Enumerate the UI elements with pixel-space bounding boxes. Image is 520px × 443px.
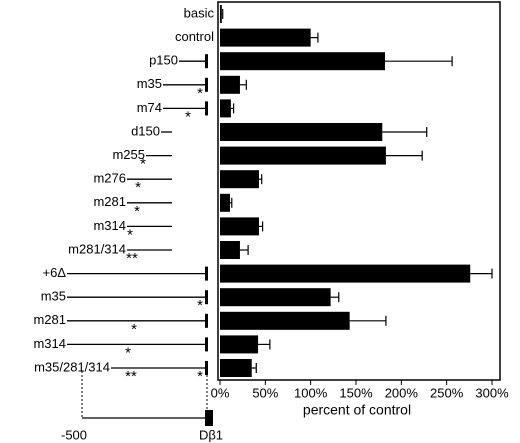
x-tick-label: 50% bbox=[252, 385, 278, 400]
x-tick-label: 200% bbox=[385, 385, 419, 400]
gene-box bbox=[205, 410, 213, 426]
construct-box bbox=[205, 361, 208, 375]
category-label: m255 bbox=[112, 147, 145, 162]
construct-box bbox=[205, 77, 208, 92]
construct-box bbox=[205, 101, 208, 116]
bar bbox=[220, 170, 259, 189]
bar bbox=[220, 75, 240, 94]
category-label: m314 bbox=[33, 336, 66, 351]
mutation-mark: * bbox=[134, 203, 140, 220]
category-label: p150 bbox=[149, 53, 178, 68]
construct-box bbox=[205, 266, 208, 281]
category-label: m35 bbox=[41, 289, 66, 304]
mutation-mark: * bbox=[135, 179, 141, 196]
mutation-mark: * bbox=[131, 321, 137, 338]
x-tick-label: 0% bbox=[211, 385, 230, 400]
category-label: m314 bbox=[93, 218, 126, 233]
bar bbox=[220, 335, 259, 354]
mutation-mark: * bbox=[140, 156, 146, 173]
construct-box bbox=[205, 337, 208, 352]
category-label: m281 bbox=[33, 312, 66, 327]
category-label: m276 bbox=[93, 171, 126, 186]
category-label: m35/281/314 bbox=[34, 359, 110, 374]
plot-frame bbox=[217, 1, 501, 381]
mutation-mark: * bbox=[197, 368, 203, 385]
category-label: d150 bbox=[131, 123, 160, 138]
map-label: -500 bbox=[61, 427, 87, 442]
bar bbox=[220, 264, 471, 283]
category-label: m281 bbox=[93, 194, 126, 209]
x-tick-label: 250% bbox=[430, 385, 464, 400]
map-label: Dβ1 bbox=[199, 427, 223, 442]
category-label: basic bbox=[184, 5, 215, 20]
bar bbox=[220, 359, 252, 377]
mutation-mark: * bbox=[127, 226, 133, 243]
bar bbox=[220, 146, 386, 165]
mutation-mark: * bbox=[197, 297, 203, 314]
category-label: m74 bbox=[137, 100, 162, 115]
bar bbox=[220, 288, 331, 307]
category-label: m35 bbox=[137, 76, 162, 91]
bar bbox=[220, 123, 383, 141]
x-tick-label: 150% bbox=[339, 385, 373, 400]
mutation-mark: * bbox=[185, 108, 191, 125]
x-tick-label: 100% bbox=[294, 385, 328, 400]
bar bbox=[220, 5, 222, 23]
bar bbox=[220, 311, 350, 330]
bar bbox=[220, 217, 259, 236]
bar bbox=[220, 52, 386, 71]
mutation-mark: ** bbox=[125, 368, 137, 385]
x-tick-label: 300% bbox=[475, 385, 509, 400]
bar bbox=[220, 99, 231, 118]
category-label: +6Δ bbox=[42, 265, 66, 280]
mutation-mark: * bbox=[125, 344, 131, 361]
bar bbox=[220, 193, 230, 212]
category-label: m281/314 bbox=[68, 241, 126, 256]
construct-box bbox=[205, 54, 208, 69]
construct-box bbox=[205, 313, 208, 328]
category-label: control bbox=[175, 29, 214, 44]
mutation-mark: ** bbox=[126, 250, 138, 267]
x-axis-label: percent of control bbox=[303, 402, 411, 418]
construct-box bbox=[205, 290, 208, 305]
mutation-mark: * bbox=[197, 85, 203, 102]
bar bbox=[220, 241, 240, 259]
bar bbox=[220, 28, 311, 47]
